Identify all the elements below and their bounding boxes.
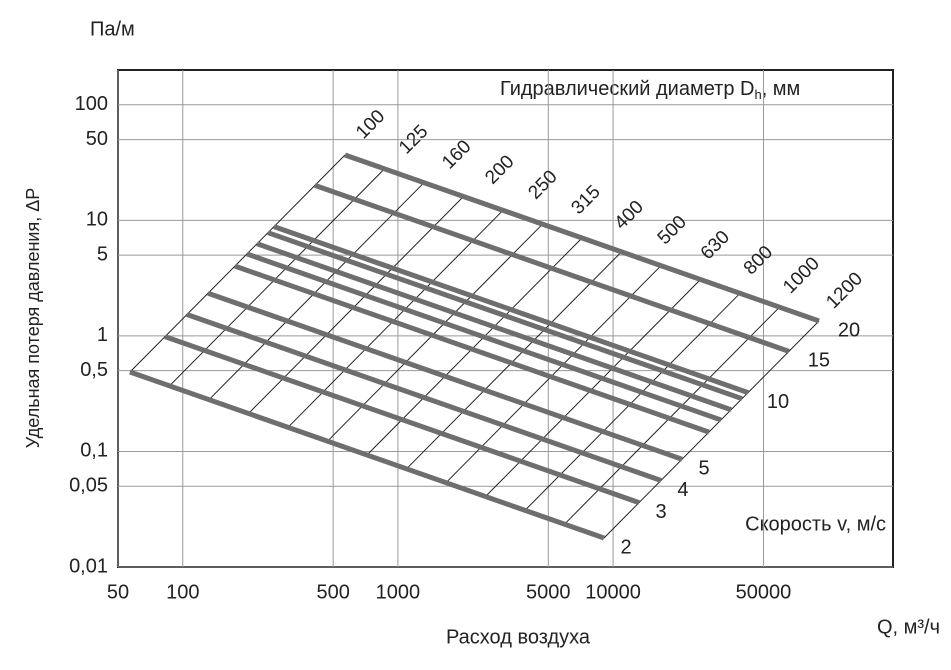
diameter-label: 250 xyxy=(524,166,561,203)
velocity-line xyxy=(207,290,683,462)
velocity-label: 3 xyxy=(655,501,666,523)
diameter-label: 1200 xyxy=(822,268,867,313)
diameter-title: Гидравлический диаметр Dh, мм xyxy=(500,78,800,102)
diameter-title-sub: h xyxy=(754,87,761,102)
y-tick-label: 0,1 xyxy=(80,440,108,462)
velocity-label: 10 xyxy=(767,391,789,413)
y-tick-label: 0,5 xyxy=(80,359,108,381)
velocity-label: 2 xyxy=(620,536,631,558)
velocity-title: Скорость v, м/с xyxy=(745,513,886,535)
velocity-line xyxy=(186,312,662,483)
diameter-label: 630 xyxy=(697,227,734,264)
velocity-line xyxy=(129,369,605,541)
velocity-line xyxy=(246,251,722,423)
x-tick-label: 100 xyxy=(166,581,199,603)
y-tick-label: 5 xyxy=(97,243,108,265)
velocity-line xyxy=(267,230,743,402)
velocity-line xyxy=(164,334,640,505)
velocity-line xyxy=(256,241,732,413)
diameter-title-suffix: , мм xyxy=(762,78,801,100)
y-tick-label: 1 xyxy=(97,324,108,346)
diameter-label: 125 xyxy=(395,121,432,158)
x-axis-label: Расход воздуха xyxy=(446,626,591,648)
y-tick-label: 100 xyxy=(75,93,108,115)
x-unit: Q, м³/ч xyxy=(877,616,940,638)
x-tick-label: 50 xyxy=(107,581,129,603)
y-tick-label: 0,05 xyxy=(69,475,108,497)
x-tick-label: 500 xyxy=(316,581,349,603)
velocity-label: 20 xyxy=(838,319,860,341)
plot-frame xyxy=(117,69,894,568)
diameter-label: 1000 xyxy=(779,253,824,298)
velocity-label: 4 xyxy=(677,479,688,501)
y-tick-label: 10 xyxy=(86,209,108,231)
diameter-label: 800 xyxy=(740,242,777,279)
diameter-label: 500 xyxy=(654,212,691,249)
velocity-label: 5 xyxy=(698,458,709,480)
velocity-line xyxy=(344,152,820,324)
y-tick-label: 0,01 xyxy=(69,555,108,577)
y-tick-label: 50 xyxy=(86,128,108,150)
x-tick-label: 50000 xyxy=(736,581,792,603)
velocity-line xyxy=(234,263,710,435)
diameter-label: 400 xyxy=(611,197,648,234)
y-unit: Па/м xyxy=(90,18,135,40)
x-tick-label: 1000 xyxy=(376,581,421,603)
diameter-label: 160 xyxy=(438,136,475,173)
y-axis-label: Удельная потеря давления, ΔP xyxy=(23,188,43,448)
velocity-line xyxy=(314,183,790,354)
velocity-label: 15 xyxy=(808,350,830,372)
velocity-line xyxy=(273,224,749,395)
diameter-label: 200 xyxy=(481,151,518,188)
x-tick-label: 10000 xyxy=(585,581,641,603)
diameter-label: 100 xyxy=(352,106,389,143)
x-tick-label: 5000 xyxy=(526,581,571,603)
diameter-line xyxy=(603,320,820,539)
diameter-label: 315 xyxy=(567,181,604,218)
diameter-title-main: Гидравлический диаметр D xyxy=(500,78,754,100)
